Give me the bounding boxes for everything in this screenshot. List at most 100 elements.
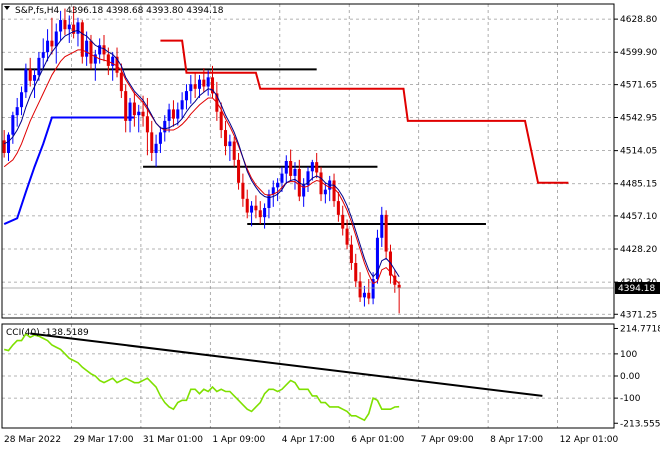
- candle-body: [397, 284, 401, 289]
- cci-y-tick-label: -213.555: [620, 419, 660, 429]
- candle: [28, 57, 32, 87]
- candle: [46, 29, 50, 62]
- candle: [132, 92, 136, 127]
- candle-body: [111, 56, 115, 66]
- candle: [202, 68, 206, 93]
- candle: [224, 120, 228, 156]
- candle-body: [137, 111, 141, 116]
- candle-body: [237, 159, 241, 183]
- candle: [375, 229, 379, 284]
- candle: [111, 52, 115, 81]
- candle: [184, 84, 188, 110]
- candle-body: [80, 22, 84, 57]
- candle: [302, 178, 306, 207]
- candle-body: [189, 84, 193, 92]
- candle-body: [375, 237, 379, 280]
- candle: [85, 31, 89, 66]
- candle: [293, 162, 297, 190]
- candle-body: [284, 161, 288, 174]
- candle-body: [202, 79, 206, 87]
- candle: [15, 97, 19, 127]
- candle-body: [128, 102, 132, 121]
- candle: [354, 253, 358, 288]
- candle-body: [15, 107, 19, 116]
- candle-body: [345, 228, 349, 245]
- candle: [176, 102, 180, 126]
- candle: [6, 132, 11, 161]
- slow-ma-line: [3, 49, 400, 285]
- candle-body: [33, 75, 37, 81]
- candle-body: [180, 100, 184, 110]
- candle-body: [89, 40, 93, 64]
- candle-body: [232, 141, 236, 160]
- candle-body: [106, 54, 110, 66]
- candle-body: [302, 185, 306, 197]
- candle: [228, 134, 232, 161]
- candle-body: [41, 52, 45, 58]
- y-tick-label: 4571.65: [620, 81, 657, 91]
- candle-body: [341, 214, 345, 229]
- candle: [276, 178, 280, 202]
- candle-body: [184, 91, 188, 101]
- candle-body: [171, 109, 175, 119]
- candle-body: [206, 77, 210, 87]
- candle: [237, 152, 241, 190]
- candle: [197, 75, 202, 98]
- candle: [315, 152, 319, 179]
- candle: [63, 8, 67, 35]
- candle-body: [76, 22, 80, 34]
- lower-stop-line: [3, 116, 135, 225]
- candle: [397, 281, 401, 314]
- candle: [323, 182, 327, 204]
- candle-body: [59, 20, 63, 32]
- candle: [245, 189, 249, 219]
- candle-body: [228, 141, 232, 147]
- candle: [33, 69, 37, 98]
- candle-body: [197, 79, 202, 89]
- candle-body: [332, 180, 336, 202]
- cci-line: [3, 332, 400, 422]
- candle-body: [54, 31, 58, 47]
- candle: [37, 52, 41, 81]
- candle: [154, 134, 158, 167]
- x-tick-label: 1 Apr 09:00: [212, 435, 265, 445]
- candle: [362, 285, 366, 307]
- candle-body: [193, 84, 197, 89]
- y-tick-label: 4457.10: [620, 212, 657, 222]
- candle-body: [336, 201, 340, 215]
- candle: [341, 205, 345, 236]
- candle-body: [210, 77, 215, 94]
- candle-body: [276, 182, 280, 188]
- current-price-tag: [615, 281, 660, 294]
- candle: [284, 155, 288, 184]
- candle: [258, 201, 262, 225]
- candle-body: [254, 205, 258, 211]
- candle-body: [224, 130, 228, 147]
- x-tick-label: 31 Mar 01:00: [143, 435, 203, 445]
- collapse-triangle-icon[interactable]: [4, 6, 10, 10]
- candle-body: [145, 116, 149, 133]
- cci-y-tick-label: 100: [620, 350, 637, 360]
- cci-panel: [3, 332, 543, 422]
- candle-body: [258, 210, 262, 218]
- candle: [241, 173, 245, 207]
- candle-body: [241, 182, 245, 199]
- candle-body: [315, 162, 319, 173]
- candle: [119, 63, 123, 98]
- candle: [193, 72, 197, 98]
- cci-trend-line: [30, 332, 543, 397]
- candle-body: [98, 45, 102, 55]
- candle: [115, 47, 119, 78]
- x-tick-label: 12 Apr 01:00: [560, 435, 619, 445]
- candle: [210, 65, 215, 98]
- candle-body: [267, 194, 271, 208]
- candle-body: [393, 275, 397, 285]
- candle-body: [349, 244, 353, 263]
- candle-body: [367, 292, 371, 299]
- symbol-label: S&P,fs,H4: [15, 6, 60, 16]
- candle-body: [384, 214, 388, 252]
- candle-body: [176, 109, 180, 119]
- candle: [59, 10, 63, 41]
- candle: [250, 201, 254, 227]
